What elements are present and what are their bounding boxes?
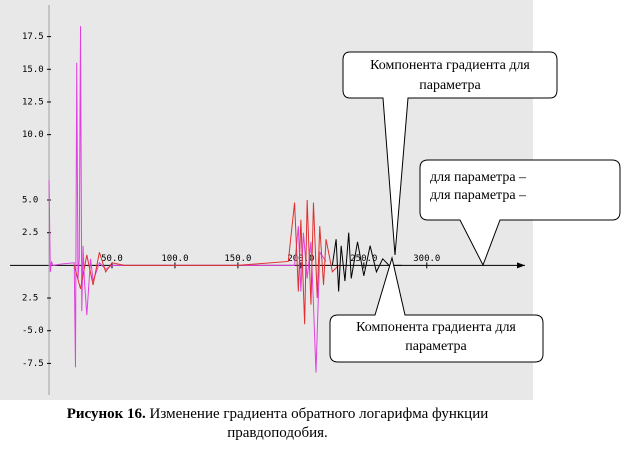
y-tick-label: -5.0: [22, 326, 44, 336]
chart: 17.5 15.0 12.5 10.0 5.0 2.5 2.5 -5.0 -7.5 50.0 100…: [0, 0, 621, 400]
y-tick-label: 12.5: [22, 97, 44, 107]
y-tick-label: 10.0: [22, 130, 44, 140]
y-tick-label: 5.0: [22, 196, 38, 206]
caption-line: правдоподобия.: [227, 425, 328, 441]
x-tick-label: 150.0: [224, 254, 251, 264]
annotation: параметра: [419, 78, 481, 93]
annotation: Компонента градиента для: [370, 58, 530, 73]
annotation: Компонента градиента для: [356, 320, 516, 335]
caption-line: Изменение градиента обратного логарифма …: [149, 406, 489, 422]
plot: 17.5 15.0 12.5 10.0 5.0 2.5 2.5 -5.0 -7.5 50.0 100…: [10, 5, 525, 395]
y-tick-label: 2.5: [22, 294, 38, 304]
caption-label: Рисунок 16.: [66, 406, 146, 422]
x-tick-label: 50.0: [101, 254, 123, 264]
annotation: параметра: [405, 339, 467, 354]
callout-bottom: [329, 256, 544, 363]
y-tick-label: -7.5: [22, 359, 44, 369]
annotation: для параметра –: [430, 170, 527, 185]
y-tick-label: 17.5: [22, 32, 44, 42]
callout-top: [342, 51, 558, 256]
series-line: [48, 26, 327, 373]
x-axis-arrow: [517, 262, 525, 269]
annotation: для параметра –: [430, 188, 527, 203]
series-line: [331, 232, 402, 292]
x-tick-label: 100.0: [161, 254, 188, 264]
x-tick-label: 250.0: [350, 254, 377, 264]
y-tick-label: 15.0: [22, 65, 44, 75]
y-tick-label: 2.5: [22, 228, 38, 238]
callout-right: [419, 159, 621, 267]
series-line: [73, 199, 340, 325]
callouts: Компонента градиента для параметра для п…: [329, 51, 621, 363]
x-tick-label: 300.0: [413, 254, 440, 264]
x-tick-label: 200.0: [287, 254, 314, 264]
caption: Рисунок 16. Изменение градиента обратног…: [0, 405, 555, 443]
